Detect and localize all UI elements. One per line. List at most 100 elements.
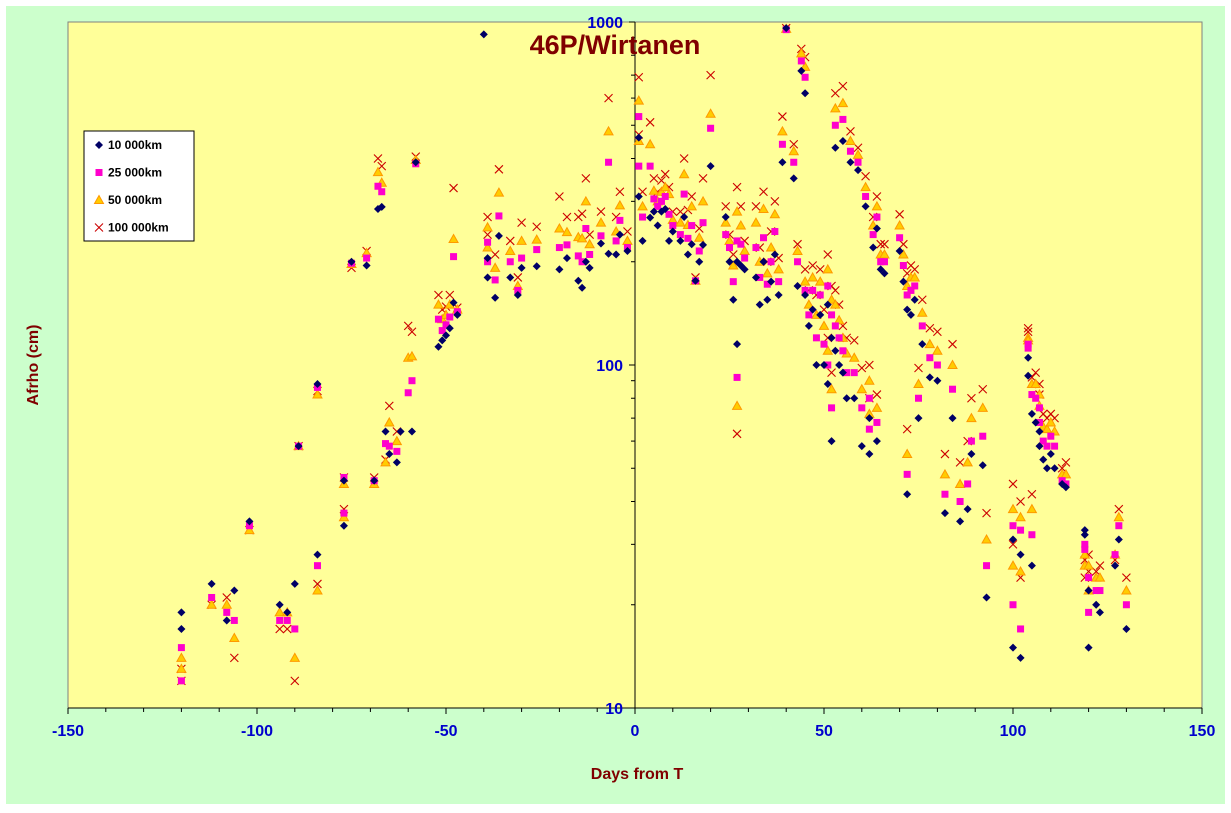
data-point-stroke: [577, 209, 587, 219]
data-point-stroke: [532, 222, 542, 232]
data-point-stroke: [982, 508, 991, 518]
data-point: [245, 517, 254, 526]
data-point: [914, 363, 923, 373]
data-point: [1094, 572, 1106, 582]
data-point: [770, 196, 780, 206]
data-point: [979, 432, 987, 440]
data-point: [865, 414, 874, 423]
data-point: [752, 244, 760, 252]
data-point-stroke: [849, 335, 859, 345]
data-point-stroke: [789, 139, 799, 149]
data-point: [1016, 653, 1025, 662]
data-point: [850, 394, 859, 403]
data-point: [967, 437, 975, 445]
data-point: [895, 246, 904, 255]
data-point: [835, 334, 843, 342]
data-point-stroke: [490, 250, 500, 259]
data-point-stroke: [721, 202, 731, 211]
data-point: [1015, 511, 1026, 522]
data-point: [880, 258, 888, 266]
data-point: [727, 259, 739, 270]
data-point: [377, 202, 386, 211]
data-point-stroke: [917, 295, 927, 305]
data-point: [283, 608, 292, 617]
data-point: [1043, 442, 1051, 450]
data-point: [577, 209, 587, 219]
data-point: [861, 171, 870, 181]
data-point: [982, 508, 991, 518]
data-point-stroke: [1095, 561, 1105, 571]
data-point: [586, 250, 594, 258]
data-points: [176, 23, 1132, 686]
data-point-stroke: [706, 70, 715, 80]
data-point: [580, 195, 592, 206]
data-point: [374, 182, 382, 190]
data-point-stroke: [1027, 489, 1037, 499]
data-point: [578, 283, 587, 292]
data-point-stroke: [275, 624, 285, 634]
data-point: [854, 166, 863, 175]
data-point: [940, 449, 950, 459]
data-point: [623, 246, 632, 255]
data-point-stroke: [880, 239, 889, 249]
data-point: [820, 340, 828, 348]
data-point: [1114, 535, 1123, 544]
data-point: [686, 200, 698, 211]
data-point: [773, 263, 784, 274]
data-point: [729, 295, 738, 304]
data-point: [789, 139, 799, 149]
data-point: [769, 208, 781, 219]
data-point-stroke: [634, 72, 644, 82]
data-point: [823, 250, 833, 259]
chart-title: 46P/Wirtanen: [530, 30, 701, 60]
data-point: [274, 606, 286, 617]
data-point: [933, 361, 941, 369]
data-point: [1031, 418, 1040, 427]
data-point: [687, 240, 696, 249]
data-point: [676, 236, 685, 245]
data-point: [956, 517, 965, 526]
data-point-stroke: [611, 212, 621, 222]
x-tick-label: 50: [815, 723, 833, 740]
data-point: [603, 125, 614, 136]
data-point-stroke: [384, 401, 394, 411]
data-point-stroke: [895, 209, 904, 219]
data-point: [635, 113, 643, 121]
data-point: [789, 174, 798, 183]
data-point: [1024, 344, 1032, 352]
data-point: [1046, 450, 1055, 459]
data-point-stroke: [910, 264, 920, 274]
data-point: [869, 243, 878, 252]
data-point: [906, 310, 915, 319]
data-point: [1017, 526, 1025, 534]
data-point: [1060, 468, 1072, 479]
data-point: [595, 217, 607, 227]
data-point: [816, 310, 825, 319]
data-point: [829, 299, 841, 309]
data-point: [948, 339, 957, 349]
data-point: [659, 181, 671, 192]
data-point: [563, 241, 571, 249]
data-point: [1085, 574, 1093, 582]
data-point: [964, 480, 972, 488]
data-point-stroke: [282, 624, 292, 634]
data-point: [687, 192, 697, 201]
data-point: [830, 88, 840, 98]
data-point: [707, 124, 715, 132]
data-point-stroke: [823, 250, 833, 259]
data-point: [722, 231, 730, 239]
data-point-stroke: [562, 212, 572, 222]
legend-label: 25 000km: [108, 166, 162, 180]
data-point: [313, 579, 322, 589]
data-point: [313, 550, 322, 559]
data-point: [554, 222, 565, 233]
y-tick-label: 100: [596, 358, 623, 375]
data-point: [871, 402, 883, 412]
data-point: [823, 300, 832, 309]
data-point: [1115, 522, 1123, 530]
data-point: [778, 112, 787, 121]
data-point: [740, 265, 749, 274]
legend-marker: [93, 194, 105, 204]
data-point-stroke: [1008, 539, 1018, 549]
data-point-stroke: [290, 676, 300, 686]
